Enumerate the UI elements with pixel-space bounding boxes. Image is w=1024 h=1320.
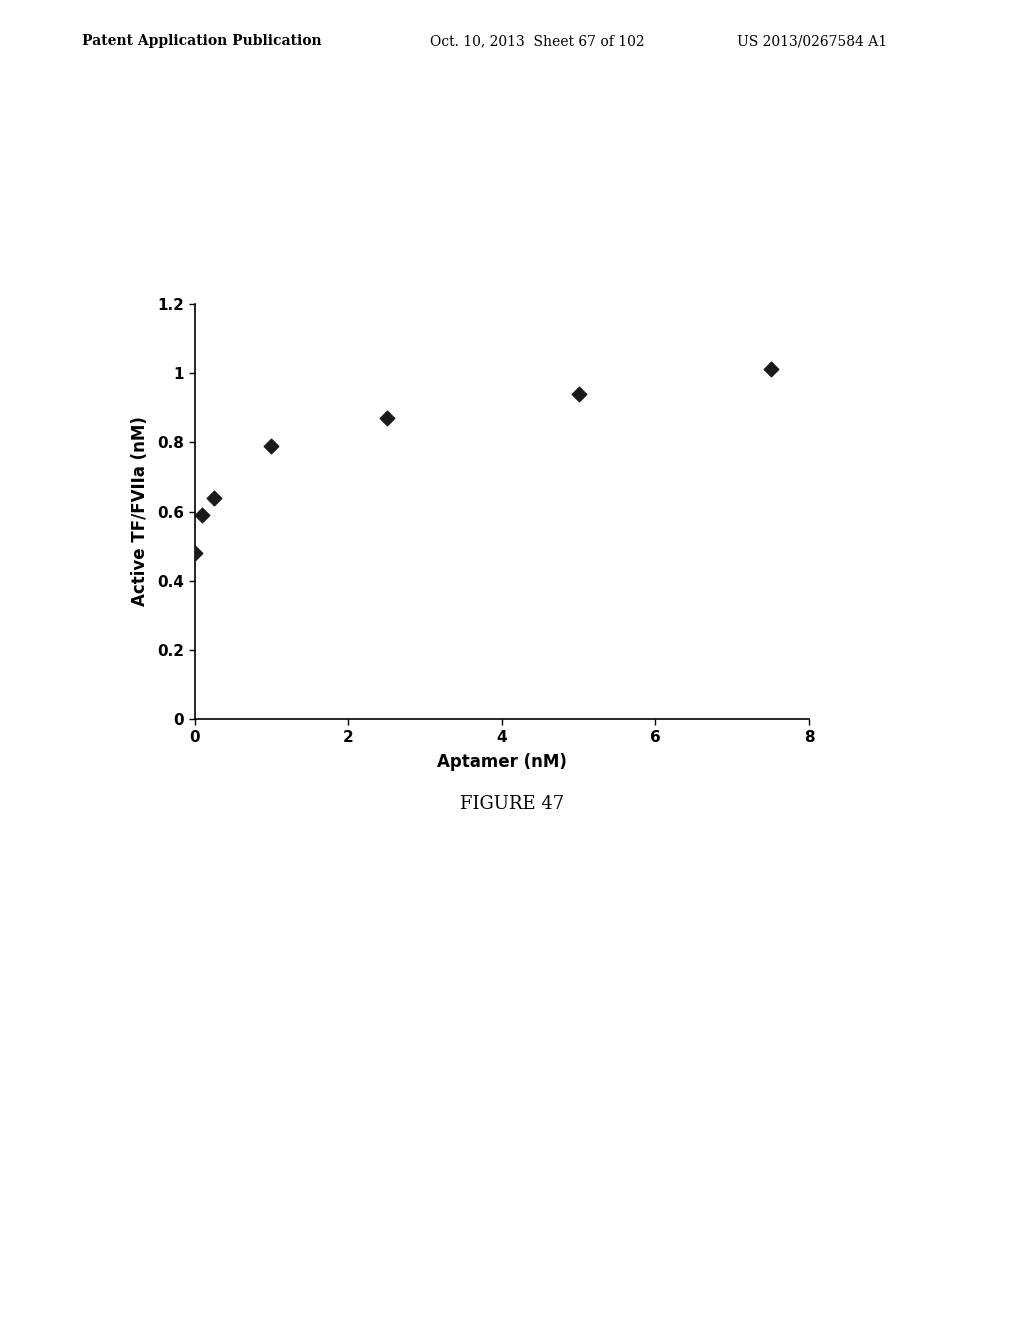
- Text: Oct. 10, 2013  Sheet 67 of 102: Oct. 10, 2013 Sheet 67 of 102: [430, 34, 645, 49]
- Point: [763, 359, 779, 380]
- Y-axis label: Active TF/FVIIa (nM): Active TF/FVIIa (nM): [131, 417, 148, 606]
- Point: [195, 504, 211, 525]
- Point: [570, 383, 587, 404]
- Point: [263, 436, 280, 457]
- X-axis label: Aptamer (nM): Aptamer (nM): [437, 754, 566, 771]
- Text: Patent Application Publication: Patent Application Publication: [82, 34, 322, 49]
- Text: US 2013/0267584 A1: US 2013/0267584 A1: [737, 34, 888, 49]
- Point: [379, 408, 395, 429]
- Text: FIGURE 47: FIGURE 47: [460, 795, 564, 813]
- Point: [186, 543, 203, 564]
- Point: [206, 487, 222, 508]
